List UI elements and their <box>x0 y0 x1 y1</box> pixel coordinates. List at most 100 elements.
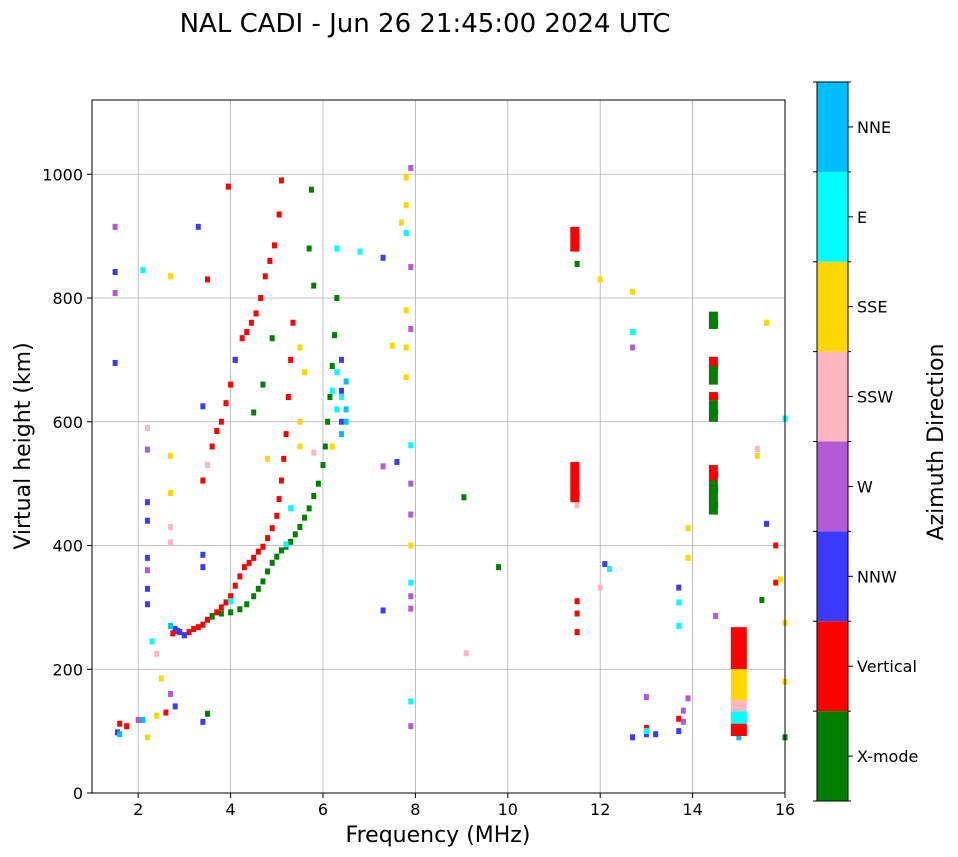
y-axis-ticks: 0 200 400 600 800 1000 <box>42 165 92 803</box>
point-x-mode <box>251 593 257 600</box>
point-ssw <box>144 424 150 431</box>
point-w <box>135 716 141 723</box>
point-x-mode <box>325 418 331 425</box>
point-w <box>112 223 118 230</box>
colorbar-label: Azimuth Direction <box>924 343 949 540</box>
point-nne <box>140 716 146 723</box>
point-e <box>338 394 344 400</box>
bar-vertical <box>570 226 580 252</box>
point-x-mode <box>274 553 280 560</box>
point-x-mode <box>269 335 275 342</box>
point-nnw <box>232 356 238 363</box>
x-tick-label: 14 <box>682 800 702 819</box>
point-ssw <box>463 650 469 657</box>
colorbar-segment-e <box>817 171 848 262</box>
point-sse <box>144 734 150 741</box>
bar-x-mode <box>708 311 718 329</box>
point-e <box>606 566 612 573</box>
point-sse <box>403 307 409 314</box>
point-x-mode <box>322 443 328 450</box>
point-e <box>228 598 234 605</box>
point-nnw <box>195 223 201 230</box>
point-sse <box>764 319 770 326</box>
point-nnw <box>144 585 150 592</box>
point-vertical <box>676 715 682 722</box>
point-nnw <box>394 458 400 465</box>
point-x-mode <box>302 514 308 521</box>
point-w <box>168 691 174 697</box>
point-x-mode <box>327 394 333 400</box>
point-w <box>408 593 414 600</box>
point-e <box>676 622 682 629</box>
point-e <box>403 230 409 237</box>
point-nnw <box>676 728 682 735</box>
point-vertical <box>265 535 271 542</box>
point-sse <box>154 712 160 719</box>
bar-vertical <box>570 461 580 503</box>
x-tick-label: 10 <box>498 800 518 819</box>
point-ssw <box>205 462 210 469</box>
point-sse <box>158 675 164 682</box>
point-sse <box>297 344 303 351</box>
point-vertical <box>117 720 123 727</box>
point-vertical <box>276 211 282 218</box>
point-nne <box>117 731 123 738</box>
y-tick-label: 400 <box>52 537 83 556</box>
point-nne <box>343 418 349 425</box>
x-tick-label: 8 <box>410 800 420 819</box>
point-nnw <box>172 703 178 710</box>
point-x-mode <box>311 282 317 289</box>
point-nnw <box>764 520 770 527</box>
point-vertical <box>290 319 296 326</box>
point-nnw <box>112 269 118 276</box>
point-nnw <box>172 626 178 633</box>
point-nnw <box>676 584 682 591</box>
point-vertical <box>574 610 580 617</box>
point-ssw <box>754 445 760 452</box>
point-x-mode <box>759 596 765 603</box>
data-marks <box>112 165 788 741</box>
point-vertical <box>251 554 257 561</box>
point-sse <box>408 542 414 549</box>
y-axis-label: Virtual height (km) <box>11 342 36 549</box>
bar-x-mode <box>708 480 718 515</box>
point-x-mode <box>332 332 338 339</box>
point-nnw <box>200 564 206 571</box>
point-vertical <box>262 273 268 280</box>
point-sse <box>403 202 409 209</box>
point-x-mode <box>205 710 210 717</box>
point-vertical <box>246 559 252 566</box>
x-tick-label: 2 <box>133 800 143 819</box>
point-e <box>334 406 340 413</box>
point-x-mode <box>329 363 335 370</box>
point-nnw <box>630 734 636 741</box>
point-e <box>408 698 414 705</box>
point-vertical <box>288 356 294 363</box>
x-axis-label: Frequency (MHz) <box>346 823 531 848</box>
point-e <box>329 387 335 394</box>
point-vertical <box>186 629 192 636</box>
point-vertical <box>574 629 580 636</box>
point-vertical <box>223 599 229 606</box>
point-w <box>685 695 691 702</box>
point-vertical <box>241 564 247 571</box>
point-vertical <box>225 183 231 190</box>
point-sse <box>329 443 335 450</box>
colorbar: X-mode Vertical NNW W SSW SSE E NNE <box>813 81 918 802</box>
point-vertical <box>232 582 238 589</box>
point-sse <box>630 288 636 295</box>
point-vertical <box>255 548 261 555</box>
colorbar-label-e: E <box>857 208 867 227</box>
point-vertical <box>124 723 130 730</box>
point-vertical <box>278 177 284 184</box>
bar-e <box>730 711 747 724</box>
point-x-mode <box>461 494 467 501</box>
y-tick-label: 600 <box>52 413 83 432</box>
colorbar-label-x-mode: X-mode <box>857 747 918 766</box>
point-vertical <box>237 573 243 580</box>
point-w <box>408 511 414 518</box>
point-nnw <box>177 629 183 636</box>
point-sse <box>297 443 303 450</box>
point-x-mode <box>244 601 250 608</box>
point-nnw <box>643 731 649 738</box>
